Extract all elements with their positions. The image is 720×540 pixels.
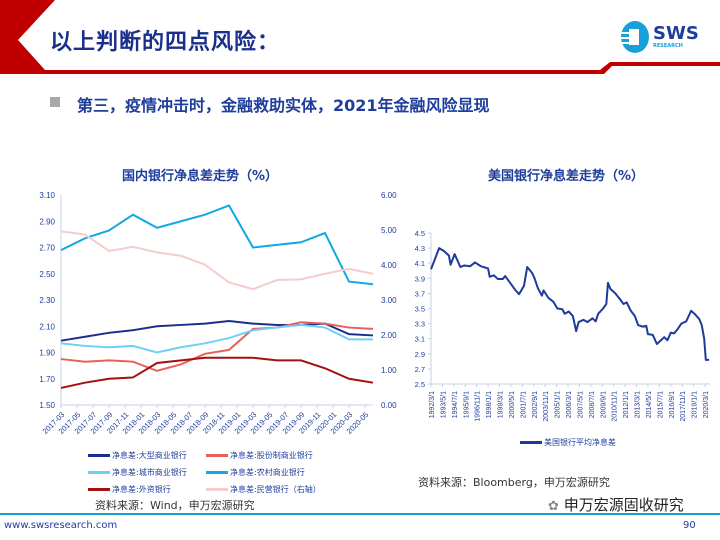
y-tick-label: 3.10: [39, 191, 55, 200]
y-tick-label: 3.7: [415, 289, 425, 298]
x-tick-label: 2001/7/1: [520, 391, 527, 418]
slide-subtitle: 第三，疫情冲击时，金融救助实体，2021年金融风险显现: [77, 96, 490, 115]
y-tick-label: 2.30: [39, 296, 55, 305]
x-tick-label: 2007/5/1: [577, 391, 584, 418]
slide-title: 以上判断的四点风险：: [50, 29, 281, 55]
domestic-chart-legend: 净息差:大型商业银行 净息差:股份制商业银行净息差:城市商业银行 净息差:农村商业银…: [88, 450, 338, 495]
x-tick-label: 1996/11/1: [475, 391, 482, 422]
series-line-2: [60, 323, 373, 354]
x-tick-label: 2006/3/1: [566, 391, 573, 418]
legend-item: 净息差:农村商业银行: [206, 467, 338, 478]
series-line-1: [60, 321, 374, 372]
legend-label: 净息差:股份制商业银行: [230, 451, 313, 460]
y-tick-label: 1.70: [39, 375, 55, 384]
y-tick-label: 2.50: [39, 270, 55, 279]
x-tick-label: 2009/9/1: [600, 391, 607, 418]
series-line-3: [60, 204, 374, 286]
us-nim-chart: 2.5 2.7 2.9 3.1 3.3 3.5 3.7 3.9 4.1 4.3 4.5 1992/3/…: [415, 229, 710, 422]
x-tick-label: 2020/3/1: [703, 391, 710, 418]
sws-logo: SWS RESEARCH: [620, 20, 699, 54]
legend-label: 净息差:民营银行（右轴）: [230, 485, 321, 494]
x-tick-label: 2008/7/1: [589, 391, 596, 418]
y-tick-label: 2.10: [39, 322, 55, 331]
us-chart-source: 资料来源：Bloomberg，申万宏源研究: [418, 476, 610, 489]
logo-text: SWS: [653, 23, 699, 44]
series-line-4: [60, 356, 374, 389]
legend-swatch: [88, 471, 110, 474]
y-tick-label: 2.5: [415, 380, 425, 389]
y-tick-label: 2.90: [39, 217, 55, 226]
x-tick-label: 2017/11/1: [680, 391, 687, 422]
x-tick-label: 2013/3/1: [635, 391, 642, 418]
y-tick-label: 1.50: [39, 401, 55, 410]
legend-swatch: [88, 454, 110, 457]
x-tick-label: 2003/11/1: [543, 391, 550, 422]
y-tick-label: 4.5: [415, 229, 425, 238]
y-tick-label: 3.1: [415, 335, 425, 344]
wechat-icon: ✿: [548, 499, 559, 514]
legend-item: 净息差:民营银行（右轴）: [206, 484, 338, 495]
legend-label: 净息差:城市商业银行: [112, 468, 187, 477]
legend-label: 净息差:农村商业银行: [230, 468, 305, 477]
y-tick-label: 1.90: [39, 349, 55, 358]
domestic-chart-source: 资料来源：Wind，申万宏源研究: [95, 499, 255, 512]
y-tick-label: 2.7: [415, 365, 425, 374]
y2-tick-label: 6.00: [381, 191, 397, 200]
x-tick-label: 2012/1/1: [623, 391, 630, 418]
x-tick-label: 2005/1/1: [555, 391, 562, 418]
series-line-us-nim: [430, 247, 710, 361]
legend-item: 净息差:外资银行: [88, 484, 206, 495]
x-tick-label: 1998/1/1: [486, 391, 493, 418]
us-chart-title: 美国银行净息差走势（%）: [488, 169, 645, 184]
x-tick-label: 2010/11/1: [612, 391, 619, 422]
page-number: 90: [683, 520, 696, 531]
y-tick-label: 4.3: [415, 244, 425, 253]
legend-label: 净息差:大型商业银行: [112, 451, 187, 460]
legend-swatch: [520, 441, 542, 444]
legend-swatch: [88, 488, 110, 491]
footer-url-link[interactable]: www.swsresearch.com: [4, 520, 118, 531]
series-line-5: [60, 230, 374, 291]
us-chart-legend: 美国银行平均净息差: [520, 437, 616, 448]
y2-tick-label: 1.00: [381, 366, 397, 375]
y-tick-label: 2.9: [415, 350, 425, 359]
legend-item: 净息差:城市商业银行: [88, 467, 206, 478]
x-tick-label: 2014/5/1: [646, 391, 653, 418]
y2-tick-label: 4.00: [381, 261, 397, 270]
bullet-square: [50, 97, 60, 107]
x-tick-label: 1993/5/1: [440, 391, 447, 418]
x-tick-label: 1999/3/1: [498, 391, 505, 418]
legend-item: 净息差:大型商业银行: [88, 450, 206, 461]
y2-tick-label: 2.00: [381, 331, 397, 340]
sws-logo-icon: [621, 21, 649, 53]
y-tick-label: 2.70: [39, 244, 55, 253]
x-tick-label: 2000/5/1: [509, 391, 516, 418]
domestic-nim-chart: 1.50 1.70 1.90 2.10 2.30 2.50 2.70 2.90 3.10 0.00…: [39, 191, 397, 436]
y2-tick-label: 3.00: [381, 296, 397, 305]
x-tick-label: 2016/9/1: [669, 391, 676, 418]
legend-label: 美国银行平均净息差: [544, 438, 616, 447]
y-tick-label: 3.5: [415, 305, 425, 314]
legend-label: 净息差:外资银行: [112, 485, 171, 494]
legend-swatch: [206, 454, 228, 457]
y-tick-label: 3.9: [415, 274, 425, 283]
domestic-chart-title: 国内银行净息差走势（%）: [122, 169, 279, 184]
watermark-text: 申万宏源固收研究: [563, 496, 684, 514]
x-tick-label: 1992/3/1: [429, 391, 436, 418]
watermark: ✿ 申万宏源固收研究: [548, 494, 684, 515]
x-tick-label: 2015/7/1: [657, 391, 664, 418]
x-tick-label: 2002/9/1: [532, 391, 539, 418]
footer-divider: [0, 513, 720, 515]
x-tick-label: 2019/1/1: [692, 391, 699, 418]
y-tick-label: 3.3: [415, 320, 425, 329]
legend-swatch: [206, 488, 228, 491]
x-tick-label: 1995/9/1: [463, 391, 470, 418]
y2-tick-label: 5.00: [381, 226, 397, 235]
legend-swatch: [206, 471, 228, 474]
x-tick-label: 1994/7/1: [452, 391, 459, 418]
y-tick-label: 4.1: [415, 259, 425, 268]
logo-subtext: RESEARCH: [653, 43, 683, 49]
y2-tick-label: 0.00: [381, 401, 397, 410]
legend-item: 净息差:股份制商业银行: [206, 450, 338, 461]
